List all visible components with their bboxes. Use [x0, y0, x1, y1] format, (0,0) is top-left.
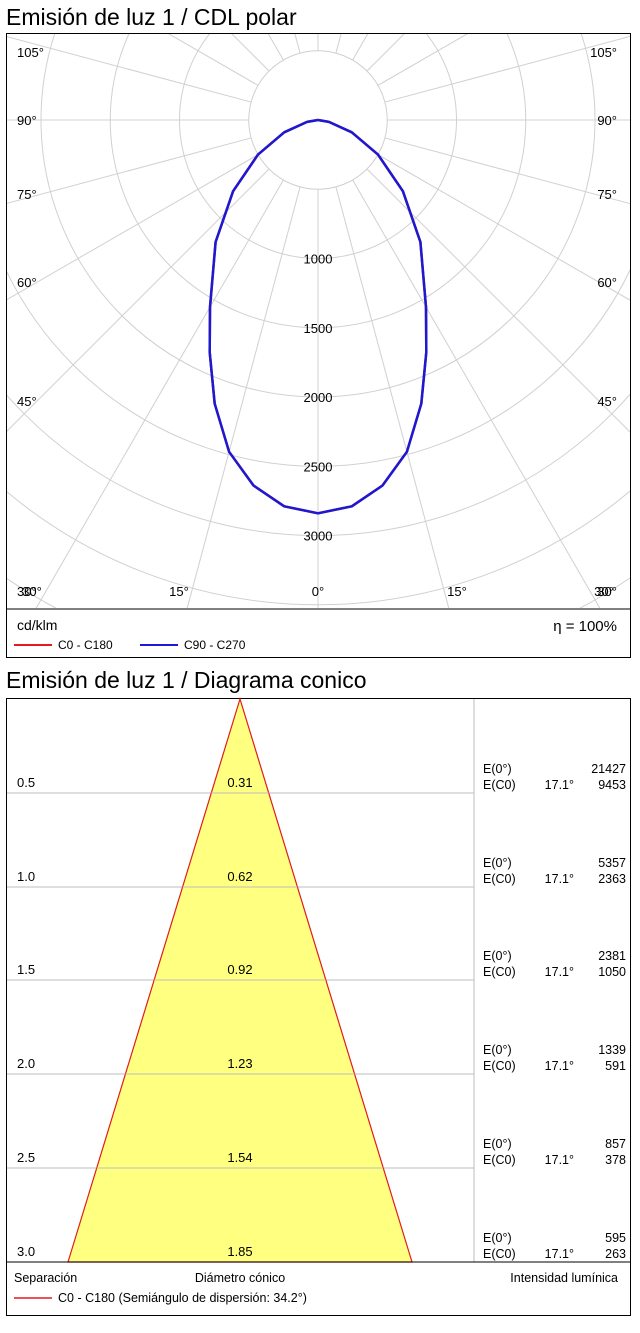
cone-chart-frame [6, 698, 631, 1316]
polar-angle-label-right: 60° [597, 275, 617, 290]
polar-angle-label-right: 75° [597, 187, 617, 202]
polar-grid-spoke [35, 179, 284, 608]
cone-e0-label: E(0°) [483, 762, 512, 776]
polar-angle-label-bottom: 30° [594, 584, 614, 599]
polar-legend-label: C0 - C180 [58, 638, 113, 652]
cone-legend-label: C0 - C180 (Semiángulo de dispersión: 34.… [58, 1291, 307, 1305]
cone-ec0-value: 591 [605, 1059, 626, 1073]
polar-grid-spoke [377, 154, 630, 301]
polar-angle-label-bottom: 0° [312, 584, 324, 599]
cone-e0-value: 595 [605, 1231, 626, 1245]
polar-grid-spoke [384, 137, 630, 205]
cone-distance-label: 1.5 [17, 962, 35, 977]
cone-distance-label: 2.5 [17, 1150, 35, 1165]
cone-footer-intensity: Intensidad lumínica [510, 1271, 618, 1285]
cone-distance-label: 1.0 [17, 869, 35, 884]
polar-angle-label-left: 60° [17, 275, 37, 290]
cone-diameter-label: 0.92 [227, 962, 252, 977]
polar-radial-label: 1500 [304, 321, 333, 336]
cone-ec0-angle: 17.1° [545, 1247, 574, 1261]
cone-e0-value: 1339 [598, 1043, 626, 1057]
cone-diameter-label: 1.23 [227, 1056, 252, 1071]
cone-ec0-value: 1050 [598, 965, 626, 979]
polar-grid-spoke [7, 36, 252, 103]
polar-angle-label-right: 30° [597, 584, 617, 599]
cone-ec0-angle: 17.1° [545, 1059, 574, 1073]
polar-grid-spoke [384, 35, 630, 103]
polar-angle-label-bottom: 15° [447, 584, 467, 599]
cone-distance-label: 3.0 [17, 1244, 35, 1259]
cone-diameter-label: 1.54 [227, 1150, 252, 1165]
cone-ec0-value: 263 [605, 1247, 626, 1261]
polar-radial-label: 1000 [304, 252, 333, 267]
polar-angle-label-right: 90° [597, 113, 617, 128]
polar-grid-spoke [7, 137, 252, 204]
polar-angle-label-right: 45° [597, 394, 617, 409]
polar-chart-title: Emisión de luz 1 / CDL polar [6, 4, 297, 30]
cone-e0-label: E(0°) [483, 1231, 512, 1245]
cone-footer-separation: Separación [14, 1271, 77, 1285]
cone-ec0-label: E(C0) [483, 778, 516, 792]
polar-legend-label: C90 - C270 [184, 638, 246, 652]
cone-e0-value: 21427 [591, 762, 626, 776]
cone-e0-value: 5357 [598, 856, 626, 870]
polar-angle-label-left: 75° [17, 187, 37, 202]
polar-grid-spoke [366, 168, 630, 433]
cone-e0-label: E(0°) [483, 1043, 512, 1057]
polar-angle-label-left: 105° [17, 45, 44, 60]
cone-ec0-label: E(C0) [483, 1247, 516, 1261]
polar-angle-label-left: 90° [17, 113, 37, 128]
polar-series-line [208, 118, 428, 515]
cone-ec0-angle: 17.1° [545, 778, 574, 792]
cone-e0-label: E(0°) [483, 856, 512, 870]
cone-e0-label: E(0°) [483, 949, 512, 963]
cone-ec0-label: E(C0) [483, 1153, 516, 1167]
polar-angle-label-right: 105° [590, 45, 617, 60]
cone-diameter-label: 0.31 [227, 775, 252, 790]
cone-ec0-angle: 17.1° [545, 1153, 574, 1167]
polar-grid [7, 34, 630, 608]
polar-grid-spoke [7, 168, 270, 432]
polar-grid-spoke [7, 154, 259, 301]
cone-e0-value: 857 [605, 1137, 626, 1151]
polar-angle-label-bottom: 30° [22, 584, 42, 599]
cone-ec0-angle: 17.1° [545, 965, 574, 979]
cone-ec0-value: 2363 [598, 872, 626, 886]
polar-grid-spoke [186, 186, 301, 608]
cone-diameter-label: 0.62 [227, 869, 252, 884]
cone-ec0-value: 9453 [598, 778, 626, 792]
polar-radial-label: 3000 [304, 529, 333, 544]
cone-ec0-angle: 17.1° [545, 872, 574, 886]
cone-ec0-label: E(C0) [483, 1059, 516, 1073]
polar-unit-label: cd/klm [17, 617, 57, 633]
polar-grid-spoke [335, 186, 450, 608]
cone-distance-label: 0.5 [17, 775, 35, 790]
cone-ec0-value: 378 [605, 1153, 626, 1167]
cone-e0-label: E(0°) [483, 1137, 512, 1151]
cone-chart-title: Emisión de luz 1 / Diagrama conico [6, 667, 367, 693]
polar-radial-label: 2000 [304, 390, 333, 405]
cone-ec0-label: E(C0) [483, 965, 516, 979]
cone-ec0-label: E(C0) [483, 872, 516, 886]
polar-efficiency-label: η = 100% [553, 618, 617, 635]
polar-angle-label-left: 45° [17, 394, 37, 409]
polar-chart: 1000 1500 2000 2500 3000 105° 90° 75° 60° 45° 30° 1… [7, 34, 630, 652]
cone-e0-value: 2381 [598, 949, 626, 963]
polar-angle-label-left: 30° [17, 584, 37, 599]
cone-diameter-label: 1.85 [227, 1244, 252, 1259]
polar-grid-spoke [352, 179, 601, 608]
polar-radial-label: 2500 [304, 459, 333, 474]
polar-chart-frame [6, 33, 631, 658]
cone-distance-label: 2.0 [17, 1056, 35, 1071]
polar-angle-label-bottom: 15° [169, 584, 189, 599]
cone-footer-diameter: Diámetro cónico [195, 1271, 285, 1285]
